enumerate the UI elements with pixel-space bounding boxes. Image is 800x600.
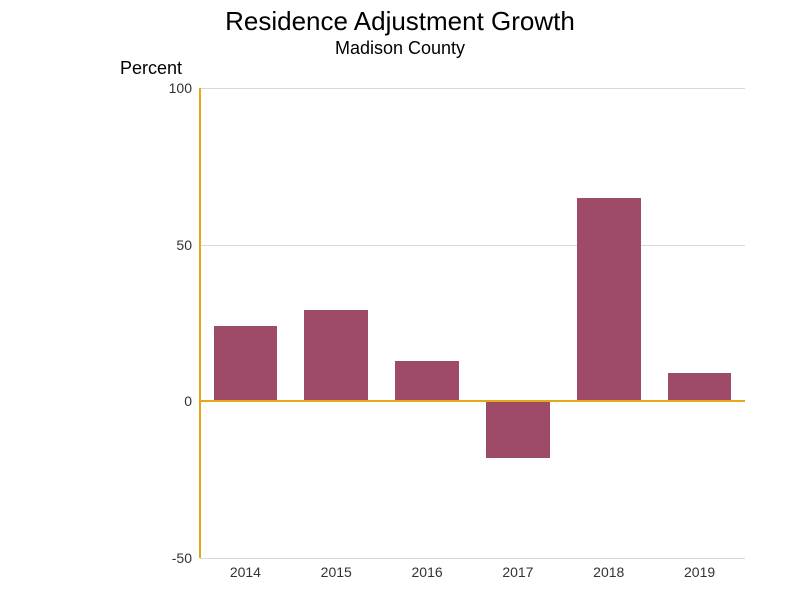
bar bbox=[486, 401, 550, 457]
bar bbox=[395, 361, 459, 402]
y-axis-label: Percent bbox=[120, 58, 182, 79]
x-tick-label: 2014 bbox=[230, 564, 261, 580]
y-tick-label: 100 bbox=[169, 80, 192, 96]
plot-area: -50050100201420152016201720182019 bbox=[200, 88, 745, 558]
chart-subtitle: Madison County bbox=[0, 38, 800, 59]
y-tick-label: -50 bbox=[172, 550, 192, 566]
gridline bbox=[200, 88, 745, 89]
x-tick-label: 2018 bbox=[593, 564, 624, 580]
x-tick-label: 2019 bbox=[684, 564, 715, 580]
bar bbox=[214, 326, 278, 401]
y-tick-label: 50 bbox=[176, 237, 192, 253]
x-tick-label: 2016 bbox=[412, 564, 443, 580]
x-tick-label: 2017 bbox=[502, 564, 533, 580]
bar bbox=[304, 310, 368, 401]
gridline bbox=[200, 558, 745, 559]
chart-title: Residence Adjustment Growth bbox=[0, 6, 800, 37]
y-tick-label: 0 bbox=[184, 393, 192, 409]
x-tick-label: 2015 bbox=[321, 564, 352, 580]
gridline bbox=[200, 245, 745, 246]
zero-line bbox=[200, 400, 745, 402]
chart-container: Residence Adjustment Growth Madison Coun… bbox=[0, 0, 800, 600]
y-axis-line bbox=[199, 88, 201, 558]
bar bbox=[577, 198, 641, 402]
bar bbox=[668, 373, 732, 401]
